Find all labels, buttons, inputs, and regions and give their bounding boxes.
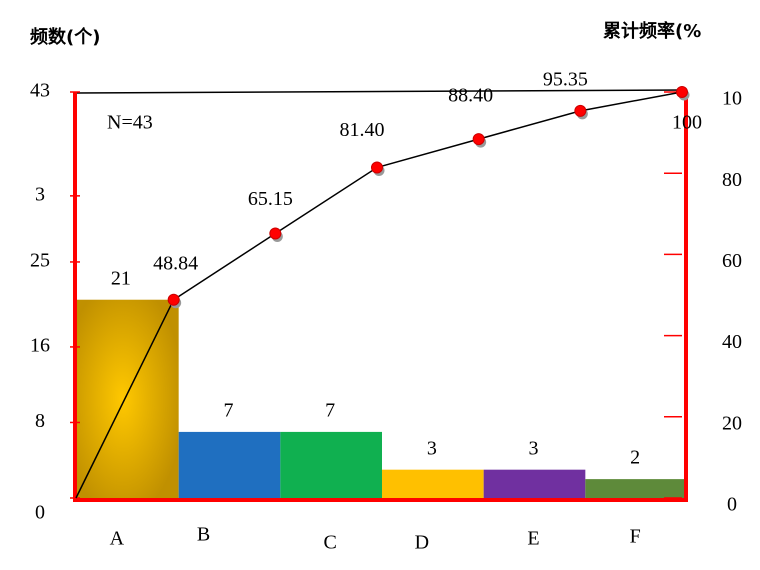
x-tick-label: D: [415, 532, 429, 554]
point-marker: [472, 133, 485, 146]
x-tick-label: F: [630, 526, 641, 548]
y-tick-label: 8: [35, 410, 45, 432]
bar-value-label: 3: [529, 437, 539, 459]
point-marker: [574, 104, 587, 117]
point-value-label: 95.35: [543, 68, 588, 90]
bar-value-label: 2: [630, 447, 640, 469]
y2-tick-label: 80: [722, 169, 742, 191]
bar: [382, 469, 484, 498]
y2-tick-label: 20: [722, 412, 742, 434]
bar: [280, 431, 382, 498]
point-value-label: 48.84: [153, 252, 198, 274]
bar-value-label: 21: [111, 267, 131, 289]
point-value-label: 88.40: [448, 85, 493, 107]
y2-axis-title: 累计频率(%: [603, 20, 701, 42]
cumulative-line: [173, 91, 683, 301]
x-tick-label: B: [197, 524, 210, 546]
x-tick-label: A: [110, 528, 125, 550]
annotation: N=43: [107, 112, 153, 134]
point-value-label: 65.15: [248, 188, 293, 210]
bar: [77, 299, 179, 498]
y-tick-label: 0: [35, 502, 45, 524]
y2-tick-label: 60: [722, 250, 742, 272]
point-marker: [371, 161, 383, 174]
x-tick-label: E: [527, 528, 539, 550]
x-tick-label: C: [323, 532, 336, 554]
bar: [585, 479, 687, 498]
top-line: [74, 89, 686, 94]
y-tick-label: 3: [35, 183, 45, 205]
point-value-label: 81.40: [340, 119, 385, 141]
point-marker: [269, 227, 282, 240]
bar-value-label: 7: [224, 400, 234, 422]
bar: [178, 431, 281, 498]
y-tick-label: 25: [30, 250, 50, 272]
bar-value-label: 3: [427, 437, 437, 459]
bar-value-label: 7: [325, 400, 335, 422]
line-start: [75, 299, 175, 499]
point-marker: [167, 293, 180, 306]
y2-tick-label: 10: [722, 88, 742, 110]
point-marker: [676, 86, 688, 98]
y2-tick-label: 0: [727, 494, 737, 516]
bar: [483, 469, 586, 498]
point-value-label: 100: [672, 112, 702, 134]
y-tick-label: 43: [30, 80, 50, 102]
y-tick-label: 16: [30, 335, 50, 357]
y-axis-title: 频数(个): [30, 26, 100, 48]
y2-tick-label: 40: [722, 331, 742, 353]
